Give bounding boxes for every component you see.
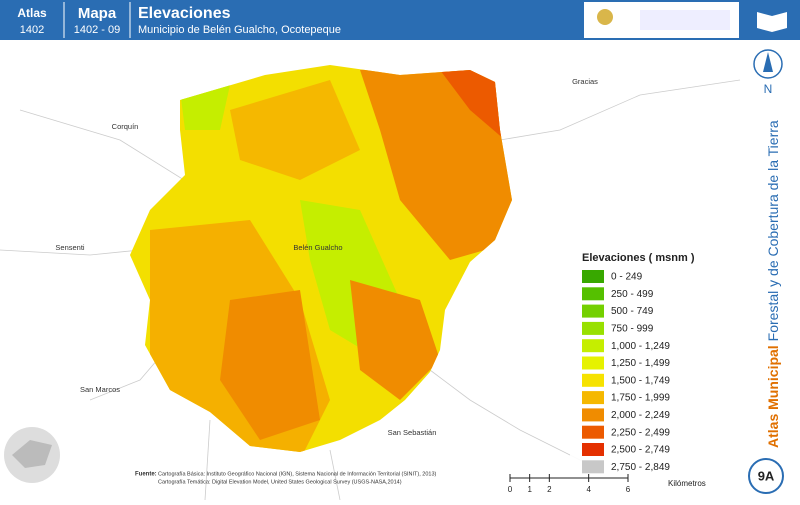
legend-swatch xyxy=(582,321,604,335)
legend-label: 2,000 - 2,249 xyxy=(611,410,670,421)
subtitle: Municipio de Belén Gualcho, Ocotepeque xyxy=(138,24,341,36)
logo-institute xyxy=(640,10,730,30)
legend-swatch xyxy=(582,304,604,318)
atlas-label: Atlas xyxy=(17,6,47,20)
logo-emblem xyxy=(597,9,613,25)
page-number: 9A xyxy=(758,468,775,483)
scale-label: 6 xyxy=(626,485,631,494)
map-label: Mapa xyxy=(78,5,117,22)
side-title-bold: Atlas Municipal xyxy=(765,345,781,448)
place-label: Gracias xyxy=(572,77,598,86)
place-label: Belén Gualcho xyxy=(293,243,342,252)
scale-label: 1 xyxy=(527,485,532,494)
legend-label: 1,750 - 1,999 xyxy=(611,393,670,404)
legend-swatch xyxy=(582,356,604,370)
legend-label: 750 - 999 xyxy=(611,324,654,335)
legend-label: 2,500 - 2,749 xyxy=(611,445,670,456)
legend-label: 1,250 - 1,499 xyxy=(611,358,670,369)
source-line: Cartografía Temática: Digital Elevation … xyxy=(158,479,402,485)
locator-country xyxy=(12,440,52,468)
legend-swatch xyxy=(582,460,604,474)
side-title-rest: Forestal y de Cobertura de la Tierra xyxy=(765,120,781,341)
legend-swatch xyxy=(582,408,604,422)
legend-swatch xyxy=(582,425,604,439)
legend-swatch xyxy=(582,373,604,387)
place-label: Corquín xyxy=(112,122,139,131)
scale-label: 0 xyxy=(508,485,513,494)
scale-unit: Kilómetros xyxy=(668,479,706,488)
book-icon xyxy=(757,12,787,32)
legend-swatch xyxy=(582,287,604,301)
legend-swatch xyxy=(582,443,604,456)
source-label: Fuente: xyxy=(135,472,157,478)
legend-title: Elevaciones ( msnm ) xyxy=(582,252,695,264)
place-label: San Marcos xyxy=(80,385,120,394)
north-circle xyxy=(753,49,783,79)
legend-label: 2,750 - 2,849 xyxy=(611,462,670,473)
legend-label: 500 - 749 xyxy=(611,306,654,317)
legend-label: 0 - 249 xyxy=(611,272,643,283)
legend-label: 2,250 - 2,499 xyxy=(611,427,670,438)
elevation-map xyxy=(130,65,512,452)
scale-label: 2 xyxy=(547,485,552,494)
place-label: Sensenti xyxy=(55,243,85,252)
title: Elevaciones xyxy=(138,5,231,22)
legend-swatch xyxy=(582,391,604,405)
side-title: Atlas Municipal Forestal y de Cobertura d… xyxy=(765,120,781,448)
atlas-code: 1402 xyxy=(20,24,44,36)
north-arrow xyxy=(763,52,773,72)
north-label: N xyxy=(764,82,773,96)
legend-label: 1,500 - 1,749 xyxy=(611,375,670,386)
legend-swatch xyxy=(582,270,604,283)
source-line: Cartografía Básica: Instituto Geográfico… xyxy=(158,471,437,477)
place-label: San Sebastián xyxy=(388,428,437,437)
legend-label: 250 - 499 xyxy=(611,289,654,300)
scale-label: 4 xyxy=(586,485,591,494)
legend-swatch xyxy=(582,339,604,353)
legend-label: 1,000 - 1,249 xyxy=(611,341,670,352)
map-code: 1402 - 09 xyxy=(74,24,120,36)
page-badge xyxy=(748,458,784,494)
